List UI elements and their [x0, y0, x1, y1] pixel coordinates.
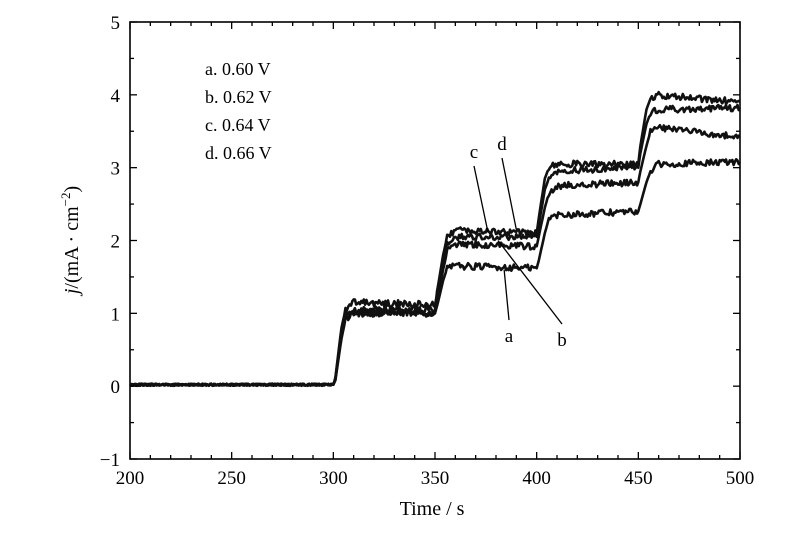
y-axis-label: j/(mA · cm−2) [58, 186, 83, 297]
legend-entry-c: c. 0.64 V [205, 115, 271, 135]
y-tick-label: 2 [111, 232, 121, 253]
y-tick-label: 4 [111, 86, 121, 107]
annotation-leader-a [503, 269, 510, 321]
annotation-label-a: a [505, 326, 514, 347]
series-layer [128, 90, 742, 388]
annotation-label-c: c [470, 142, 478, 163]
y-axis-label-units: /(mA · cm [61, 206, 83, 289]
series-line-d [129, 90, 741, 388]
annotation-leader-d [501, 157, 517, 230]
y-tick-label: −1 [100, 450, 120, 471]
y-tick-label: 3 [111, 159, 121, 180]
y-tick-label: 5 [111, 13, 121, 34]
x-tick-label: 350 [421, 468, 450, 489]
x-tick-label: 250 [217, 468, 246, 489]
annotation-label-b: b [557, 330, 567, 351]
y-tick-label: 0 [111, 377, 121, 398]
series-line-a [129, 158, 742, 388]
annotation-leader-b [497, 240, 563, 325]
legend-entry-d: d. 0.66 V [205, 143, 272, 163]
x-tick-label: 400 [522, 468, 551, 489]
legend-entry-b: b. 0.62 V [205, 87, 272, 107]
annotation-leader-c [473, 165, 489, 232]
y-axis-label-symbol: j [61, 288, 83, 297]
y-axis-label-exponent: −2 [58, 193, 73, 207]
x-axis-label: Time / s [400, 498, 465, 520]
annotation-layer: a b c d [470, 134, 567, 351]
y-axis-label-close: ) [61, 186, 83, 193]
x-tick-label: 300 [319, 468, 348, 489]
annotation-label-d: d [497, 134, 507, 155]
x-tick-label: 200 [116, 468, 145, 489]
y-tick-label: 1 [111, 304, 121, 325]
x-tick-label: 450 [624, 468, 653, 489]
series-line-b [128, 123, 741, 388]
legend-entry-a: a. 0.60 V [205, 59, 271, 79]
x-tick-label: 500 [726, 468, 755, 489]
ticks-layer: 200 250 300 350 400 450 500 −1 0 1 2 3 4 5 [100, 13, 754, 489]
legend: a. 0.60 V b. 0.62 V c. 0.64 V d. 0.66 V [205, 59, 272, 163]
